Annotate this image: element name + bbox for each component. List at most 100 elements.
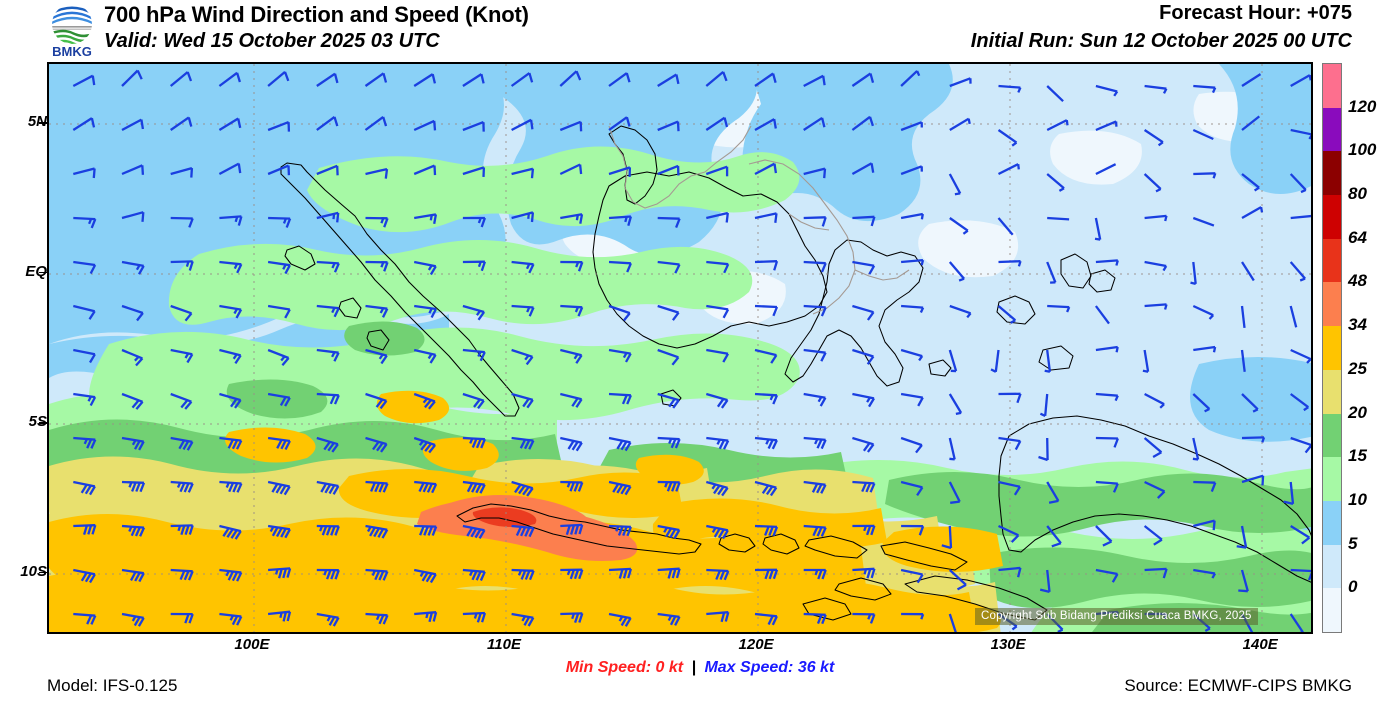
wind-barb (608, 116, 631, 131)
wind-barb (511, 480, 534, 497)
wind-barb (73, 524, 97, 535)
wind-barb (1290, 214, 1311, 220)
forecast-hour-label: Forecast Hour: +075 (1159, 2, 1352, 24)
wind-barb (997, 305, 1017, 324)
wind-barb (365, 167, 389, 179)
wind-barb (803, 116, 826, 131)
colorbar-segment-120[interactable] (1323, 64, 1341, 108)
wind-barb (169, 71, 193, 87)
wind-barb (851, 72, 875, 87)
colorbar-segment-34[interactable] (1323, 282, 1341, 327)
wind-barb (754, 568, 779, 580)
wind-barb (73, 348, 96, 364)
wind-barb (218, 162, 242, 176)
wind-barb (608, 612, 632, 627)
wind-barb (1142, 349, 1150, 373)
wind-barb (1144, 567, 1168, 579)
wind-barb (705, 165, 729, 177)
wind-barb (900, 436, 923, 454)
lat-tick (39, 271, 47, 274)
wind-barb (803, 392, 827, 407)
wind-barb (511, 524, 535, 538)
forecast-map[interactable] (47, 62, 1313, 634)
colorbar-segment-25[interactable] (1323, 326, 1341, 370)
wind-barb (316, 480, 340, 495)
colorbar-segment-64[interactable] (1323, 195, 1341, 239)
wind-barb (170, 612, 194, 624)
colorbar-segment-below[interactable] (1323, 588, 1341, 632)
wind-barb (1241, 206, 1264, 219)
wind-barb (754, 436, 778, 450)
wind-barb (413, 164, 437, 176)
wind-barb (803, 260, 827, 273)
wind-barb (559, 120, 583, 132)
wind-barb (365, 348, 388, 365)
colorbar-tick-15: 15 (1348, 446, 1367, 466)
wind-barb (365, 304, 389, 318)
wind-barb (121, 69, 143, 87)
wind-barb (73, 612, 97, 625)
wind-barb (803, 524, 827, 537)
wind-barb (1047, 304, 1071, 313)
wind-barb (754, 392, 779, 405)
wind-barb (219, 480, 243, 493)
wind-barb (998, 260, 1022, 267)
wind-barb (121, 260, 145, 275)
wind-barb (705, 71, 728, 87)
wind-barb (511, 167, 535, 179)
wind-barb (1046, 85, 1064, 103)
wind-barb (267, 610, 292, 622)
speed-range-line: Min Speed: 0 kt | Max Speed: 36 kt (0, 659, 1400, 677)
wind-barb (414, 524, 438, 536)
colorbar-segment-80[interactable] (1323, 151, 1341, 196)
wind-barb (511, 304, 535, 317)
wind-barb (948, 613, 957, 632)
colorbar-segment-15[interactable] (1323, 413, 1341, 458)
wind-barb (1046, 525, 1062, 548)
wind-barb (121, 211, 145, 222)
wind-barb (900, 480, 924, 497)
map-gridlines (49, 64, 1311, 632)
lon-label-120e: 120E (738, 636, 774, 653)
wind-barb (267, 121, 291, 132)
wind-barb (754, 480, 778, 497)
wind-barb (73, 260, 97, 275)
wind-barb (1241, 474, 1265, 486)
colorbar-tick-34: 34 (1348, 315, 1367, 335)
colorbar-segment-0[interactable] (1323, 544, 1341, 589)
wind-barb (170, 480, 194, 493)
lat-label-10s: 10S (20, 562, 47, 580)
colorbar-segment-100[interactable] (1323, 107, 1341, 152)
wind-barb (267, 392, 291, 407)
colorbar-tick-64: 64 (1348, 227, 1367, 247)
wind-barb (901, 258, 925, 266)
wind-barb (1290, 568, 1311, 581)
wind-barb (316, 211, 340, 223)
wind-barb (948, 393, 963, 416)
wind-barb (462, 392, 485, 409)
colorbar-tick-20: 20 (1348, 402, 1367, 422)
colorbar-segment-10[interactable] (1323, 457, 1341, 501)
wind-barb (1143, 129, 1164, 147)
colorbar[interactable] (1322, 63, 1342, 633)
wind-barb (170, 304, 193, 322)
wind-barb (73, 436, 97, 449)
wind-barb (462, 568, 486, 581)
wind-barb (560, 480, 584, 492)
wind-barb (560, 213, 584, 224)
colorbar-tick-10: 10 (1348, 489, 1367, 509)
max-speed-label: Max Speed: 36 kt (704, 659, 835, 676)
wind-barb (1046, 119, 1069, 132)
wind-barb (852, 612, 876, 624)
wind-barb (803, 612, 827, 625)
wind-barb (1039, 569, 1051, 594)
wind-barb (608, 392, 632, 405)
colorbar-segment-48[interactable] (1323, 238, 1341, 283)
colorbar-segment-5[interactable] (1323, 500, 1341, 545)
colorbar-segment-20[interactable] (1323, 369, 1341, 414)
wind-barb (219, 436, 243, 450)
wind-barb (608, 166, 632, 177)
wind-barb (1095, 84, 1119, 97)
lon-label-130e: 130E (990, 636, 1026, 653)
wind-barb (73, 568, 96, 584)
